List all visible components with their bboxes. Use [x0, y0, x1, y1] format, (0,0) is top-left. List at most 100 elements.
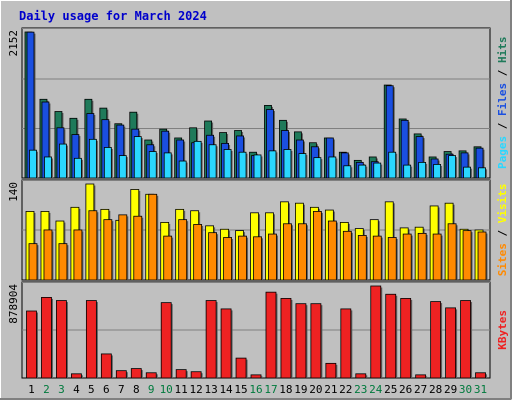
sites-bar-16 [253, 236, 262, 281]
pages-bar-27 [418, 161, 427, 179]
x-tick-label-11: 11 [175, 383, 188, 396]
kbytes-bar-11 [175, 369, 187, 379]
kbytes-bar-19 [295, 303, 307, 379]
x-tick-label-6: 6 [103, 383, 110, 396]
kbytes-bar-12 [190, 371, 202, 379]
kbytes-bar-23 [355, 373, 367, 379]
pages-bar-1 [29, 149, 37, 179]
sites-bar-11 [178, 219, 188, 281]
x-tick-label-25: 25 [384, 383, 397, 396]
legend-separator: / [496, 116, 509, 136]
x-tick-label-15: 15 [234, 383, 247, 396]
chart-title: Daily usage for March 2024 [19, 9, 207, 23]
kbytes-bar-3 [56, 300, 67, 379]
pages-bar-25 [388, 151, 397, 179]
kbytes-bar-14 [220, 308, 232, 379]
hits-files-pages-legend: Pages / Files / Hits [496, 37, 509, 170]
sites-bar-31 [477, 231, 487, 281]
legend-pages: Pages [496, 136, 509, 169]
x-tick-label-12: 12 [190, 383, 203, 396]
x-tick-label-13: 13 [204, 383, 217, 396]
x-tick-label-16: 16 [249, 383, 262, 396]
pages-bar-5 [88, 138, 97, 179]
pages-bar-2 [44, 156, 52, 179]
sites-bar-27 [417, 232, 427, 281]
kbytes-bar-21 [325, 362, 337, 379]
x-tick-label-7: 7 [118, 383, 125, 396]
kbytes-ymax-label: 878904 [7, 284, 20, 324]
sites-bar-1 [28, 243, 38, 281]
kbytes-bar-8 [130, 368, 142, 379]
sites-bar-10 [163, 235, 173, 281]
x-tick-label-2: 2 [43, 383, 50, 396]
legend-visits: Visits [496, 183, 509, 223]
sites-bar-9 [148, 193, 158, 281]
pages-bar-24 [373, 162, 382, 179]
sites-bar-8 [133, 215, 143, 281]
sites-bar-25 [387, 237, 397, 281]
hits-files-pages-ymax-label: 2152 [7, 30, 20, 57]
x-tick-label-1: 1 [28, 383, 35, 396]
kbytes-bar-4 [71, 373, 82, 379]
kbytes-bar-24 [370, 285, 382, 379]
kbytes-bar-18 [280, 298, 292, 379]
visits-sites-ymax-label: 140 [7, 182, 20, 202]
pages-bar-9 [148, 151, 157, 179]
x-tick-label-10: 10 [160, 383, 173, 396]
visits-sites-legend: Sites / Visits [496, 183, 509, 276]
legend-separator: / [496, 63, 509, 83]
x-tick-label-30: 30 [459, 383, 472, 396]
pages-bar-31 [478, 167, 486, 179]
kbytes-bar-31 [475, 372, 486, 379]
pages-bar-16 [253, 154, 262, 179]
kbytes-bar-13 [205, 300, 217, 379]
x-tick-label-21: 21 [324, 383, 337, 396]
pages-bar-14 [223, 149, 232, 179]
kbytes-bar-27 [415, 374, 427, 379]
x-tick-label-23: 23 [354, 383, 367, 396]
legend-kbytes: KBytes [496, 310, 509, 350]
x-tick-label-4: 4 [73, 383, 80, 396]
pages-bar-3 [59, 143, 67, 179]
kbytes-bar-28 [430, 301, 442, 379]
sites-bar-20 [312, 211, 322, 281]
legend-hits: Hits [496, 37, 509, 64]
sites-bar-3 [58, 243, 68, 281]
pages-bar-15 [238, 151, 247, 179]
sites-bar-19 [298, 223, 307, 281]
sites-bar-30 [462, 230, 472, 281]
legend-separator: / [496, 223, 509, 243]
pages-bar-28 [433, 164, 442, 179]
pages-bar-19 [298, 153, 307, 179]
kbytes-bar-22 [340, 308, 352, 379]
kbytes-bar-7 [115, 370, 127, 379]
x-tick-label-14: 14 [219, 383, 233, 396]
pages-bar-17 [268, 150, 277, 179]
sites-bar-2 [43, 229, 53, 281]
x-tick-label-27: 27 [414, 383, 427, 396]
pages-bar-8 [133, 136, 142, 179]
kbytes-bar-30 [460, 300, 471, 379]
kbytes-bar-20 [310, 303, 322, 379]
x-tick-label-17: 17 [264, 383, 277, 396]
sites-bar-17 [268, 233, 277, 281]
sites-bar-23 [357, 235, 367, 281]
x-tick-label-9: 9 [148, 383, 155, 396]
sites-bar-22 [342, 230, 352, 281]
sites-bar-5 [88, 210, 98, 281]
sites-bar-15 [238, 235, 247, 281]
kbytes-bar-26 [400, 298, 412, 379]
kbytes-bar-5 [85, 300, 97, 379]
pages-bar-4 [74, 157, 82, 179]
x-tick-label-20: 20 [309, 383, 322, 396]
pages-bar-20 [313, 157, 322, 179]
pages-bar-23 [358, 164, 367, 179]
pages-bar-29 [448, 155, 456, 179]
pages-bar-13 [208, 144, 217, 179]
x-tick-label-22: 22 [339, 383, 352, 396]
legend-sites: Sites [496, 243, 509, 276]
kbytes-bar-1 [26, 310, 37, 379]
kbytes-bar-29 [445, 307, 456, 379]
pages-bar-6 [103, 147, 112, 179]
